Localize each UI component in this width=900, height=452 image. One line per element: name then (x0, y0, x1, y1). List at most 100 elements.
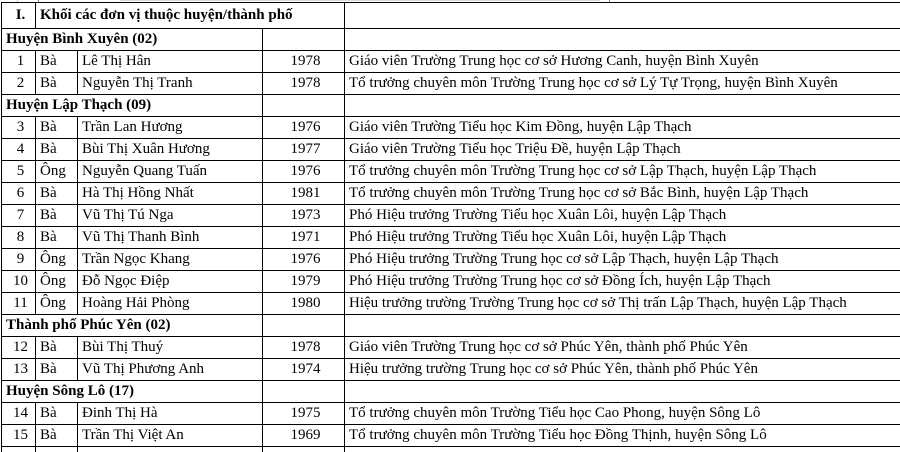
cell-position: Phó Hiệu trưởng Trường Tiểu học Xuân Lôi… (344, 226, 900, 249)
group-header-row: Huyện Lập Thạch (09) (1, 94, 900, 117)
cell-name: Vũ Thị Tú Nga (77, 204, 263, 227)
cell-stt: 11 (1, 292, 36, 315)
cell-birth-year: 1978 (261, 72, 346, 95)
cell-section-title: Khối các đơn vị thuộc huyện/thành phố (34, 2, 346, 29)
cell-position: Tổ trưởng chuyên môn Trường Tiểu học Đồn… (344, 424, 900, 447)
cell-position-empty (344, 2, 900, 29)
cell-stt: 9 (1, 248, 36, 271)
cell-year-empty (261, 94, 346, 117)
cell-birth-year: 1978 (261, 336, 346, 359)
cell-birth-year: 1976 (261, 160, 346, 183)
cell-position: Tổ trưởng chuyên môn Trường Trung học cơ… (344, 72, 900, 95)
cell-group-title: Huyện Sông Lô (17) (1, 380, 263, 403)
cell-honorific: Bà (35, 138, 78, 161)
gridline-tick (609, 0, 610, 2)
cell-empty (1, 446, 36, 452)
cell-name: Hà Thị Hồng Nhất (77, 182, 263, 205)
cell-position: Giáo viên Trường Tiểu học Triệu Đề, huyệ… (344, 138, 900, 161)
cell-birth-year: 1975 (261, 402, 346, 425)
cell-name: Đinh Thị Hà (77, 402, 263, 425)
gridline-segment (120, 0, 600, 1)
cell-empty (35, 446, 78, 452)
cell-position-empty (344, 94, 900, 117)
cell-name: Nguyễn Thị Tranh (77, 72, 263, 95)
cell-honorific: Bà (35, 424, 78, 447)
cell-stt: 12 (1, 336, 36, 359)
cell-birth-year: 1979 (261, 270, 346, 293)
cell-birth-year: 1977 (261, 138, 346, 161)
cell-name: Đỗ Ngọc Điệp (77, 270, 263, 293)
cell-name: Hoàng Hải Phòng (77, 292, 263, 315)
cell-stt: 6 (1, 182, 36, 205)
cell-stt: 13 (1, 358, 36, 381)
cell-group-title: Huyện Lập Thạch (09) (1, 94, 263, 117)
cell-roman-numeral: I. (1, 2, 36, 29)
cell-position: Giáo viên Trường Trung học cơ sở Hương C… (344, 50, 900, 73)
cell-position: Giáo viên Trường Trung học cơ sở Phúc Yê… (344, 336, 900, 359)
table-row: 3 Bà Trần Lan Hương 1976 Giáo viên Trường Ti… (1, 116, 900, 139)
cell-name: Trần Ngọc Khang (77, 248, 263, 271)
cell-name: Trần Thị Việt An (77, 424, 263, 447)
cell-honorific: Bà (35, 50, 78, 73)
top-row-sliver (0, 0, 900, 2)
cell-birth-year: 1974 (261, 358, 346, 381)
cell-honorific: Bà (35, 402, 78, 425)
cell-position: Phó Hiệu trưởng Trường Trung học cơ sở Đ… (344, 270, 900, 293)
cell-honorific: Bà (35, 358, 78, 381)
cell-honorific: Bà (35, 336, 78, 359)
cell-position-empty (344, 380, 900, 403)
group-header-row: Huyện Sông Lô (17) (1, 380, 900, 403)
cell-position: Hiệu trưởng trường Trường Trung học cơ s… (344, 292, 900, 315)
group-header-row: Thành phố Phúc Yên (02) (1, 314, 900, 337)
cell-stt: 15 (1, 424, 36, 447)
table-row: 11 Ông Hoàng Hải Phòng 1980 Hiệu trưởng trườ… (1, 292, 900, 315)
cell-stt: 7 (1, 204, 36, 227)
table-row: 15 Bà Trần Thị Việt An 1969 Tổ trưởng chuyên… (1, 424, 900, 447)
cell-position-empty (344, 314, 900, 337)
cell-empty (261, 446, 346, 452)
cell-birth-year: 1978 (261, 50, 346, 73)
table-row: 6 Bà Hà Thị Hồng Nhất 1981 Tổ trưởng chuyên … (1, 182, 900, 205)
cell-name: Bùi Thị Thuý (77, 336, 263, 359)
cell-stt: 1 (1, 50, 36, 73)
cell-position: Tổ trưởng chuyên môn Trường Tiểu học Cao… (344, 402, 900, 425)
cell-stt: 5 (1, 160, 36, 183)
cell-honorific: Bà (35, 116, 78, 139)
cell-year-empty (261, 28, 346, 51)
table-row: 5 Ông Nguyễn Quang Tuấn 1976 Tổ trưởng chuyê… (1, 160, 900, 183)
cell-birth-year: 1969 (261, 424, 346, 447)
cell-name: Vũ Thị Thanh Bình (77, 226, 263, 249)
table-row: 14 Bà Đinh Thị Hà 1975 Tổ trưởng chuyên môn … (1, 402, 900, 425)
gridline-tick (38, 0, 39, 2)
cell-year-empty (261, 380, 346, 403)
cell-name: Nguyễn Quang Tuấn (77, 160, 263, 183)
cell-birth-year: 1976 (261, 248, 346, 271)
cell-stt: 8 (1, 226, 36, 249)
cell-honorific: Bà (35, 182, 78, 205)
bottom-row-sliver (1, 446, 900, 452)
cell-honorific: Bà (35, 226, 78, 249)
cell-birth-year: 1971 (261, 226, 346, 249)
cell-stt: 2 (1, 72, 36, 95)
cell-stt: 3 (1, 116, 36, 139)
cell-stt: 10 (1, 270, 36, 293)
cell-honorific: Ông (35, 292, 78, 315)
cell-name: Lê Thị Hân (77, 50, 263, 73)
cell-empty (344, 446, 900, 452)
cell-stt: 14 (1, 402, 36, 425)
cell-position: Giáo viên Trường Tiểu học Kim Đồng, huyệ… (344, 116, 900, 139)
table-row: 10 Ông Đỗ Ngọc Điệp 1979 Phó Hiệu trưởng Trư… (1, 270, 900, 293)
table-row: 4 Bà Bùi Thị Xuân Hương 1977 Giáo viên Trườn… (1, 138, 900, 161)
cell-position: Hiệu trưởng trường Trung học cơ sở Phúc … (344, 358, 900, 381)
cell-name: Trần Lan Hương (77, 116, 263, 139)
cell-position: Tổ trưởng chuyên môn Trường Trung học cơ… (344, 160, 900, 183)
section-roman-row: I. Khối các đơn vị thuộc huyện/thành phố (1, 2, 900, 29)
cell-position-empty (344, 28, 900, 51)
cell-position: Phó Hiệu trưởng Trường Tiểu học Xuân Lôi… (344, 204, 900, 227)
cell-honorific: Ông (35, 270, 78, 293)
cell-birth-year: 1976 (261, 116, 346, 139)
cell-group-title: Thành phố Phúc Yên (02) (1, 314, 263, 337)
table-row: 9 Ông Trần Ngọc Khang 1976 Phó Hiệu trưởng T… (1, 248, 900, 271)
